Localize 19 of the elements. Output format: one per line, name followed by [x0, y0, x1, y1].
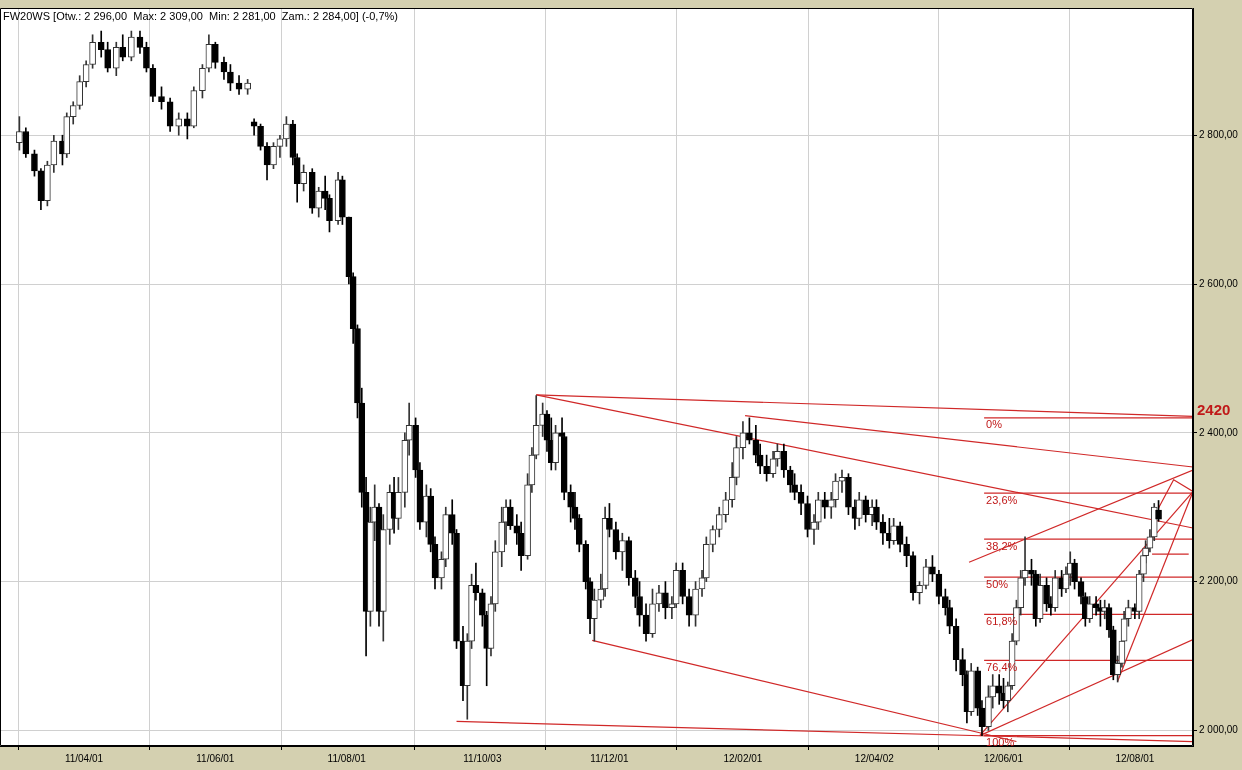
annotation: 0%: [986, 418, 1003, 431]
y-tick-label: 2 600,00: [1199, 277, 1239, 289]
annotation: 50%: [986, 577, 1009, 590]
y-tick-label: 2 000,00: [1199, 724, 1239, 736]
y-tick-label: 2 400,00: [1199, 426, 1239, 438]
x-tick-label: 12/04/02: [854, 752, 895, 764]
x-tick-label: 11/10/03: [463, 752, 502, 764]
x-tick-label: 12/02/01: [723, 752, 763, 764]
chart-title: FW20WS [Otw.: 2 296,00 Max: 2 309,00 Min: 2 281,00 Zam.: 2 284,00] (-0,7%): [3, 9, 398, 22]
y-tick-label: 2 800,00: [1199, 128, 1239, 140]
x-tick-label: 11/08/01: [327, 752, 367, 764]
y-tick-label: 2 200,00: [1199, 575, 1239, 587]
x-tick-label: 12/08/01: [1115, 752, 1155, 764]
x-tick-label: 11/12/01: [590, 752, 629, 764]
annotation: 23,6%: [986, 493, 1018, 506]
x-tick-label: 11/04/01: [64, 752, 104, 764]
x-tick-label: 11/06/01: [196, 752, 235, 764]
x-tick-label: 12/06/01: [984, 752, 1024, 764]
text: 2420: [1197, 400, 1231, 418]
